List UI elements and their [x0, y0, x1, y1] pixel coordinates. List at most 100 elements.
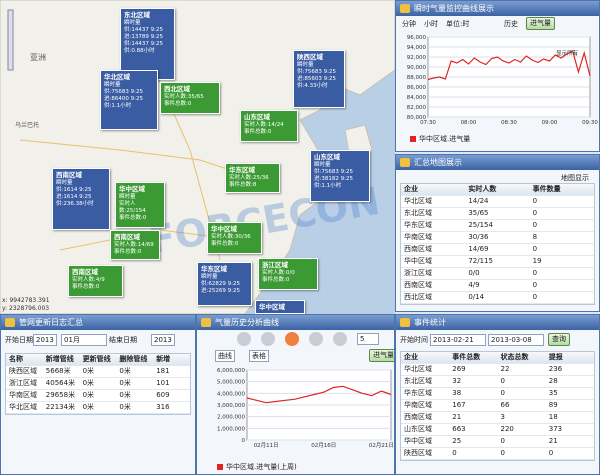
region-popup[interactable]: 西南区域 瞬时量 供:1614 9:25 进:1614 9:25 供:236.38小时: [52, 168, 110, 230]
table-row[interactable]: 华中区域 72/115 19: [401, 256, 594, 268]
table-cell: 0: [548, 449, 554, 457]
month-select[interactable]: 01月: [61, 334, 107, 346]
popup-title: 华东区域: [201, 265, 227, 273]
column-header: 新增管线: [45, 355, 74, 363]
popup-line: 实时人数:25/154: [119, 201, 146, 214]
table-row[interactable]: 东北区域 32 0 28: [401, 376, 594, 388]
year-select[interactable]: 2013: [151, 334, 175, 346]
table-row[interactable]: 西南区域 21 3 18: [401, 412, 594, 424]
table-row[interactable]: 华东区域 25/154 0: [401, 220, 594, 232]
region-popup[interactable]: 华东区域 实时人数:25/36 事件总数:8: [225, 163, 280, 193]
table-row[interactable]: 浙江区域 40564米 0米 0米 101: [6, 378, 190, 390]
popup-line: 事件总数:0: [262, 277, 290, 283]
table-cell: 0/14: [468, 293, 485, 301]
range-select[interactable]: 5: [357, 333, 379, 345]
popup-line: 事件总数:0: [164, 101, 192, 107]
region-popup[interactable]: 华中区域: [255, 300, 305, 314]
table-cell: 22134米: [45, 403, 76, 411]
table-cell: 220: [500, 425, 514, 433]
region-popup[interactable]: 山东区域 实时人数:14/24 事件总数:0: [240, 110, 298, 142]
region-popup[interactable]: 西南区域 实时人数:4/9 事件总数:0: [68, 265, 123, 297]
coordinate: y: 2328796.003: [2, 305, 49, 312]
table-cell: 0: [452, 449, 457, 457]
query-button[interactable]: 进气量: [526, 17, 555, 30]
region-popup[interactable]: 陕西区域 瞬时量 供:75683 9:25 进:85603 9:25 供:4.33小时: [293, 50, 345, 108]
table-row[interactable]: 浙江区域 0/0 0: [401, 268, 594, 280]
toolbar-button[interactable]: [309, 332, 323, 346]
table-cell: 山东区域: [404, 425, 432, 433]
table-row[interactable]: 陕西区域 5668米 0米 0米 181: [6, 366, 190, 378]
radio-option[interactable]: 小时: [424, 20, 438, 28]
popup-line: 供:75683 9:25: [297, 69, 336, 75]
table-row[interactable]: 华中区域 25 0 21: [401, 436, 594, 448]
radio-option[interactable]: 单位:时: [446, 20, 470, 28]
table-cell: 0: [532, 293, 538, 301]
region-popup[interactable]: 华中区域 瞬时量 实时人数:25/154 事件总数:0: [115, 182, 165, 228]
map-toggle[interactable]: 地图显示: [561, 174, 589, 182]
popup-title: 西南区域: [56, 171, 82, 179]
region-popup[interactable]: 西南区域 实时人数:14/69 事件总数:0: [110, 230, 160, 260]
popup-line: 瞬时量: [119, 194, 136, 200]
y-tick-label: 6,000,000: [217, 368, 245, 374]
table-cell: 华中区域: [404, 437, 432, 445]
table-row[interactable]: 西南区域 4/9 0: [401, 280, 594, 292]
history-panel: 气量历史分析曲线 5 曲线 表格 进气量 0 1,000,000 2,000,000 3,000…: [196, 314, 395, 475]
table-row[interactable]: 西南区域 14/69 0: [401, 244, 594, 256]
table-row[interactable]: 陕西区域 0 0 0: [401, 448, 594, 460]
popup-title: 山东区域: [314, 153, 340, 161]
column-header: 实时人数: [468, 185, 497, 193]
table-row[interactable]: 华北区域 14/24 0: [401, 196, 594, 208]
table-row[interactable]: 西北区域 0/14 0: [401, 292, 594, 304]
table-cell: 4/9: [468, 281, 480, 289]
region-popup[interactable]: 山东区域 瞬时量 供:75683 9:25 进:38182 9:25 供:1.1小时: [310, 150, 370, 202]
region-popup[interactable]: 华中区域 实时人数:30/36 事件总数:0: [207, 222, 262, 254]
region-popup[interactable]: 东北区域 瞬时量 供:14437 9:25 进:13789 9:25 供:14437 9…: [120, 8, 175, 80]
table-row[interactable]: 东北区域 35/65 0: [401, 208, 594, 220]
tab[interactable]: 曲线: [215, 350, 235, 362]
y-tick-label: 2,000,000: [217, 415, 245, 421]
popup-title: 华北区域: [104, 73, 130, 81]
toolbar-button[interactable]: [237, 332, 251, 346]
query-button[interactable]: 进气量: [369, 349, 394, 362]
table-cell: 5668米: [45, 367, 71, 375]
year-select[interactable]: 2013: [33, 334, 57, 346]
table-row[interactable]: 华南区域 167 66 89: [401, 400, 594, 412]
table-row[interactable]: 华南区域 29658米 0米 0米 609: [6, 390, 190, 402]
region-popup[interactable]: 浙江区域 实时人数:0/0 事件总数:0: [258, 258, 318, 290]
table-cell: 0: [500, 449, 505, 457]
table-cell: 30/36: [468, 233, 489, 241]
table-row[interactable]: 华东区域 38 0 35: [401, 388, 594, 400]
table-row[interactable]: 华北区域 22134米 0米 0米 316: [6, 402, 190, 414]
column-header: 更新管线: [82, 355, 111, 363]
end-label: 结束日期: [109, 336, 137, 344]
toolbar-button[interactable]: [333, 332, 347, 346]
query-button[interactable]: 查询: [548, 333, 570, 346]
date-input[interactable]: 2013-02-21: [430, 334, 486, 346]
region-popup[interactable]: 华东区域 瞬时量 供:62829 9:25 进:25269 9:25: [197, 262, 252, 306]
panel-title: 气量历史分析曲线: [197, 315, 394, 330]
table-cell: 浙江区域: [404, 269, 432, 277]
region-popup[interactable]: 西北区域 实时人数:35/65 事件总数:0: [160, 82, 220, 114]
popup-line: 事件总数:0: [114, 249, 142, 255]
history-checkbox[interactable]: 历史: [504, 20, 518, 28]
popup-title: 华中区域: [259, 303, 285, 311]
table-cell: 0米: [119, 379, 131, 387]
legend-swatch[interactable]: [410, 136, 416, 142]
popup-line: 事件总数:0: [244, 129, 272, 135]
table-row[interactable]: 华北区域 269 22 236: [401, 364, 594, 376]
date-input[interactable]: 2013-03-08: [488, 334, 544, 346]
radio-option[interactable]: 分钟: [402, 20, 416, 28]
table-cell: 35/65: [468, 209, 489, 217]
table-header: 企业 事件总数 状态总数 提报: [401, 352, 594, 364]
popup-line: 事件总数:0: [119, 215, 147, 221]
tab[interactable]: 表格: [249, 350, 269, 362]
table-row[interactable]: 华南区域 30/36 8: [401, 232, 594, 244]
popup-line: 供:236.38小时: [56, 201, 94, 207]
table-cell: 269: [452, 365, 466, 373]
legend-swatch[interactable]: [217, 464, 223, 470]
region-popup[interactable]: 华北区域 瞬时量 供:75683 9:25 进:86400 9:25 供:1.1小时: [100, 70, 158, 130]
toolbar-button[interactable]: [261, 332, 275, 346]
toolbar-button[interactable]: [285, 332, 299, 346]
table-cell: 18: [548, 413, 558, 421]
table-row[interactable]: 山东区域 663 220 373: [401, 424, 594, 436]
